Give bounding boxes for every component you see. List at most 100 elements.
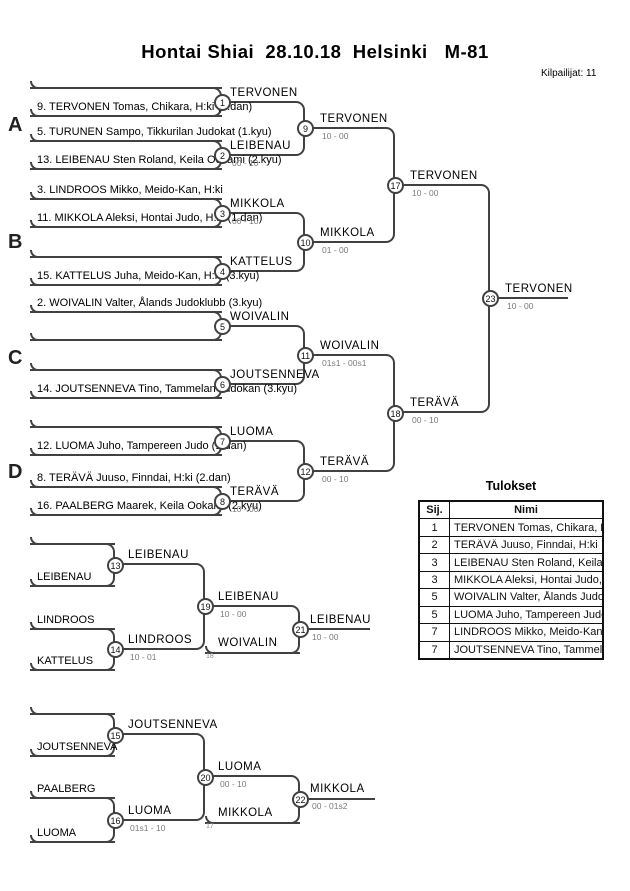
rank-cell: 1: [420, 519, 450, 536]
name-cell: LEIBENAU Sten Roland, Keila Ookami: [454, 556, 602, 569]
match-17-winner: TERVONEN: [410, 170, 478, 182]
entrant-line: 8. TERÄVÄ Juuso, Finndai, H:ki (2.dan): [37, 472, 231, 484]
match-3-winner: MIKKOLA: [230, 198, 285, 210]
table-row: 5 LUOMA Juho, Tampereen Judo: [420, 605, 602, 624]
results-title: Tulokset: [485, 479, 537, 493]
match-4-number: 4: [214, 263, 231, 280]
match-6-number: 6: [214, 376, 231, 393]
match-13-number: 13: [107, 557, 124, 574]
rank-cell: 7: [420, 641, 450, 658]
table-row: 3 MIKKOLA Aleksi, Hontai Judo, H:ki: [420, 570, 602, 589]
entrant-line: 11. MIKKOLA Aleksi, Hontai Judo, H:ki (1…: [37, 212, 263, 224]
drop-source-match: 18: [206, 653, 214, 660]
table-row: 3 LEIBENAU Sten Roland, Keila Ookami: [420, 553, 602, 571]
drop-source-match: 17: [206, 823, 214, 830]
match-12-score: 00 - 10: [322, 474, 349, 484]
match-23-number: 23: [482, 290, 499, 307]
match-12-number: 12: [297, 463, 314, 480]
results-col-name: Nimi: [514, 504, 538, 517]
entrant-line: 14. JOUTSENNEVA Tino, Tammelan Judokan (…: [37, 383, 298, 395]
entrant-line: 16. PAALBERG Maarek, Keila Ookami (2.kyu…: [37, 500, 262, 512]
pool-label-c: C: [8, 347, 23, 369]
rank-cell: 7: [420, 624, 450, 641]
repechage-slot: KATTELUS: [37, 655, 94, 667]
match-17-number: 17: [387, 177, 404, 194]
match-10-winner: MIKKOLA: [320, 227, 375, 239]
match-15-winner: JOUTSENNEVA: [128, 719, 218, 731]
rank-cell: 3: [420, 571, 450, 589]
rank-cell: 5: [420, 606, 450, 624]
match-5-number: 5: [214, 318, 231, 335]
match-4-winner: KATTELUS: [230, 256, 293, 268]
page-title: Hontai Shiai 28.10.18 Helsinki M-81: [141, 41, 489, 62]
entrant-line: 2. WOIVALIN Valter, Ålands Judoklubb (3.…: [37, 297, 263, 309]
table-row: 7 JOUTSENNEVA Tino, Tammelan Judokan: [420, 640, 602, 658]
rank-cell: 3: [420, 554, 450, 571]
entrant-line: 3. LINDROOS Mikko, Meido-Kan, H:ki: [37, 184, 223, 196]
match-7-winner: LUOMA: [230, 426, 274, 438]
match-14-number: 14: [107, 641, 124, 658]
repechage-slot: PAALBERG: [37, 783, 96, 795]
match-16-winner: LUOMA: [128, 805, 172, 817]
match-2-score: 00 - 10: [232, 158, 259, 168]
bracket-connector: [30, 311, 222, 341]
repechage-slot: LINDROOS: [37, 614, 95, 626]
repechage-slot: LEIBENAU: [37, 571, 92, 583]
match-20-score: 00 - 10: [220, 779, 247, 789]
match-5-winner: WOIVALIN: [230, 311, 290, 323]
match-19-number: 19: [197, 598, 214, 615]
match-21-number: 21: [292, 621, 309, 638]
match-11-score: 01s1 - 00s1: [322, 358, 367, 368]
entrant-line: 12. LUOMA Juho, Tampereen Judo (1.dan): [37, 440, 247, 452]
match-16-score: 01s1 - 10: [130, 823, 166, 833]
match-18-number: 18: [387, 405, 404, 422]
match-3-number: 3: [214, 205, 231, 222]
match-16-number: 16: [107, 812, 124, 829]
match-2-number: 2: [214, 147, 231, 164]
table-row: 1 TERVONEN Tomas, Chikara, H:ki: [420, 518, 602, 536]
repechage-slot: LUOMA: [37, 827, 77, 839]
bracket-connector: [305, 127, 395, 243]
repechage-winner-line: [300, 628, 370, 630]
match-8-score: 10 - 00: [232, 504, 259, 514]
pool-label-d: D: [8, 461, 23, 483]
match-12-winner: TERÄVÄ: [320, 456, 370, 468]
match-10-number: 10: [297, 234, 314, 251]
name-cell: TERVONEN Tomas, Chikara, H:ki: [454, 521, 602, 534]
rank-cell: 5: [420, 589, 450, 606]
entrant-line: 9. TERVONEN Tomas, Chikara, H:ki (1.dan): [37, 101, 253, 113]
match-20-number: 20: [197, 769, 214, 786]
table-row: 7 LINDROOS Mikko, Meido-Kan, H:ki: [420, 623, 602, 641]
match-8-winner: TERÄVÄ: [230, 486, 280, 498]
match-18-winner: TERÄVÄ: [410, 397, 460, 409]
match-9-winner: TERVONEN: [320, 113, 388, 125]
name-cell: TERÄVÄ Juuso, Finndai, H:ki: [454, 539, 598, 552]
results-table: Sij. Nimi 1 TERVONEN Tomas, Chikara, H:k…: [418, 500, 604, 660]
table-row: 5 WOIVALIN Valter, Ålands Judoklubb: [420, 588, 602, 606]
final-winner-line: [490, 297, 568, 299]
match-23-winner: TERVONEN: [505, 283, 573, 295]
match-8-number: 8: [214, 493, 231, 510]
rank-cell: 2: [420, 536, 450, 554]
entrant-line: 5. TURUNEN Sampo, Tikkurilan Judokat (1.…: [37, 126, 272, 138]
match-3-score: 00 - 10: [232, 216, 259, 226]
pool-label-a: A: [8, 114, 23, 136]
match-17-score: 10 - 00: [412, 188, 439, 198]
match-2-winner: LEIBENAU: [230, 140, 291, 152]
match-6-winner: JOUTSENNEVA: [230, 369, 320, 381]
results-header-row: Sij. Nimi: [420, 502, 602, 519]
name-cell: LUOMA Juho, Tampereen Judo: [454, 608, 602, 621]
match-21-score: 10 - 00: [312, 632, 339, 642]
results-col-rank: Sij.: [420, 502, 450, 519]
participants-count: Kilpailijat: 11: [541, 68, 597, 79]
match-23-score: 10 - 00: [507, 301, 534, 311]
match-19-score: 10 - 00: [220, 609, 247, 619]
match-15-number: 15: [107, 727, 124, 744]
drop-in-mikkola: MIKKOLA: [218, 807, 273, 819]
match-14-winner: LINDROOS: [128, 634, 193, 646]
match-1-winner: TERVONEN: [230, 87, 298, 99]
match-21-winner: LEIBENAU: [310, 614, 371, 626]
match-7-number: 7: [214, 433, 231, 450]
match-18-score: 00 - 10: [412, 415, 439, 425]
